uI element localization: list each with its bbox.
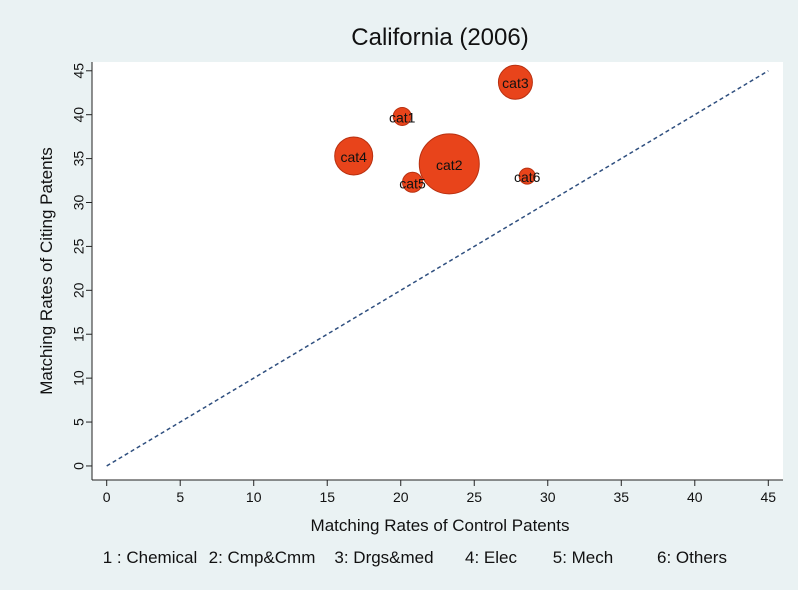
legend-note: 6: Others — [657, 548, 727, 567]
y-axis-label: Matching Rates of Citing Patents — [37, 147, 56, 395]
legend-note: 1 : Chemical — [103, 548, 197, 567]
legend-note: 3: Drgs&med — [334, 548, 433, 567]
legend-note: 4: Elec — [465, 548, 517, 567]
bubble — [334, 136, 374, 176]
point-label: cat4 — [340, 149, 367, 165]
chart-title: California (2006) — [351, 24, 528, 51]
x-tick-label: 25 — [466, 489, 482, 505]
point-label: cat5 — [399, 175, 426, 191]
x-tick-label: 20 — [393, 489, 409, 505]
x-tick-label: 40 — [687, 489, 703, 505]
x-tick-label: 15 — [319, 489, 335, 505]
point-label: cat3 — [502, 75, 529, 91]
y-tick-label: 0 — [71, 462, 87, 470]
point-label: cat6 — [514, 169, 541, 185]
y-tick-label: 30 — [71, 195, 87, 211]
bubble — [497, 64, 533, 100]
legend-note: 2: Cmp&Cmm — [209, 548, 316, 567]
legend-note: 5: Mech — [553, 548, 613, 567]
y-tick-label: 45 — [71, 63, 87, 79]
y-tick-label: 35 — [71, 151, 87, 167]
bubble — [402, 171, 424, 193]
plot-area — [92, 62, 783, 480]
x-tick-label: 0 — [103, 489, 111, 505]
x-tick-label: 5 — [176, 489, 184, 505]
x-tick-label: 35 — [613, 489, 629, 505]
y-tick-label: 20 — [71, 282, 87, 298]
y-tick-label: 40 — [71, 107, 87, 123]
y-tick-label: 5 — [71, 418, 87, 426]
y-tick-label: 10 — [71, 370, 87, 386]
reference-line — [106, 70, 769, 467]
x-axis-label: Matching Rates of Control Patents — [311, 516, 570, 535]
bubble — [392, 106, 412, 126]
x-tick-label: 30 — [540, 489, 556, 505]
bubble — [518, 167, 536, 185]
point-label: cat1 — [389, 109, 416, 125]
x-tick-label: 45 — [761, 489, 777, 505]
y-tick-label: 15 — [71, 326, 87, 342]
bubble — [418, 133, 480, 195]
x-tick-label: 10 — [246, 489, 262, 505]
y-tick-label: 25 — [71, 238, 87, 254]
point-label: cat2 — [436, 157, 463, 173]
